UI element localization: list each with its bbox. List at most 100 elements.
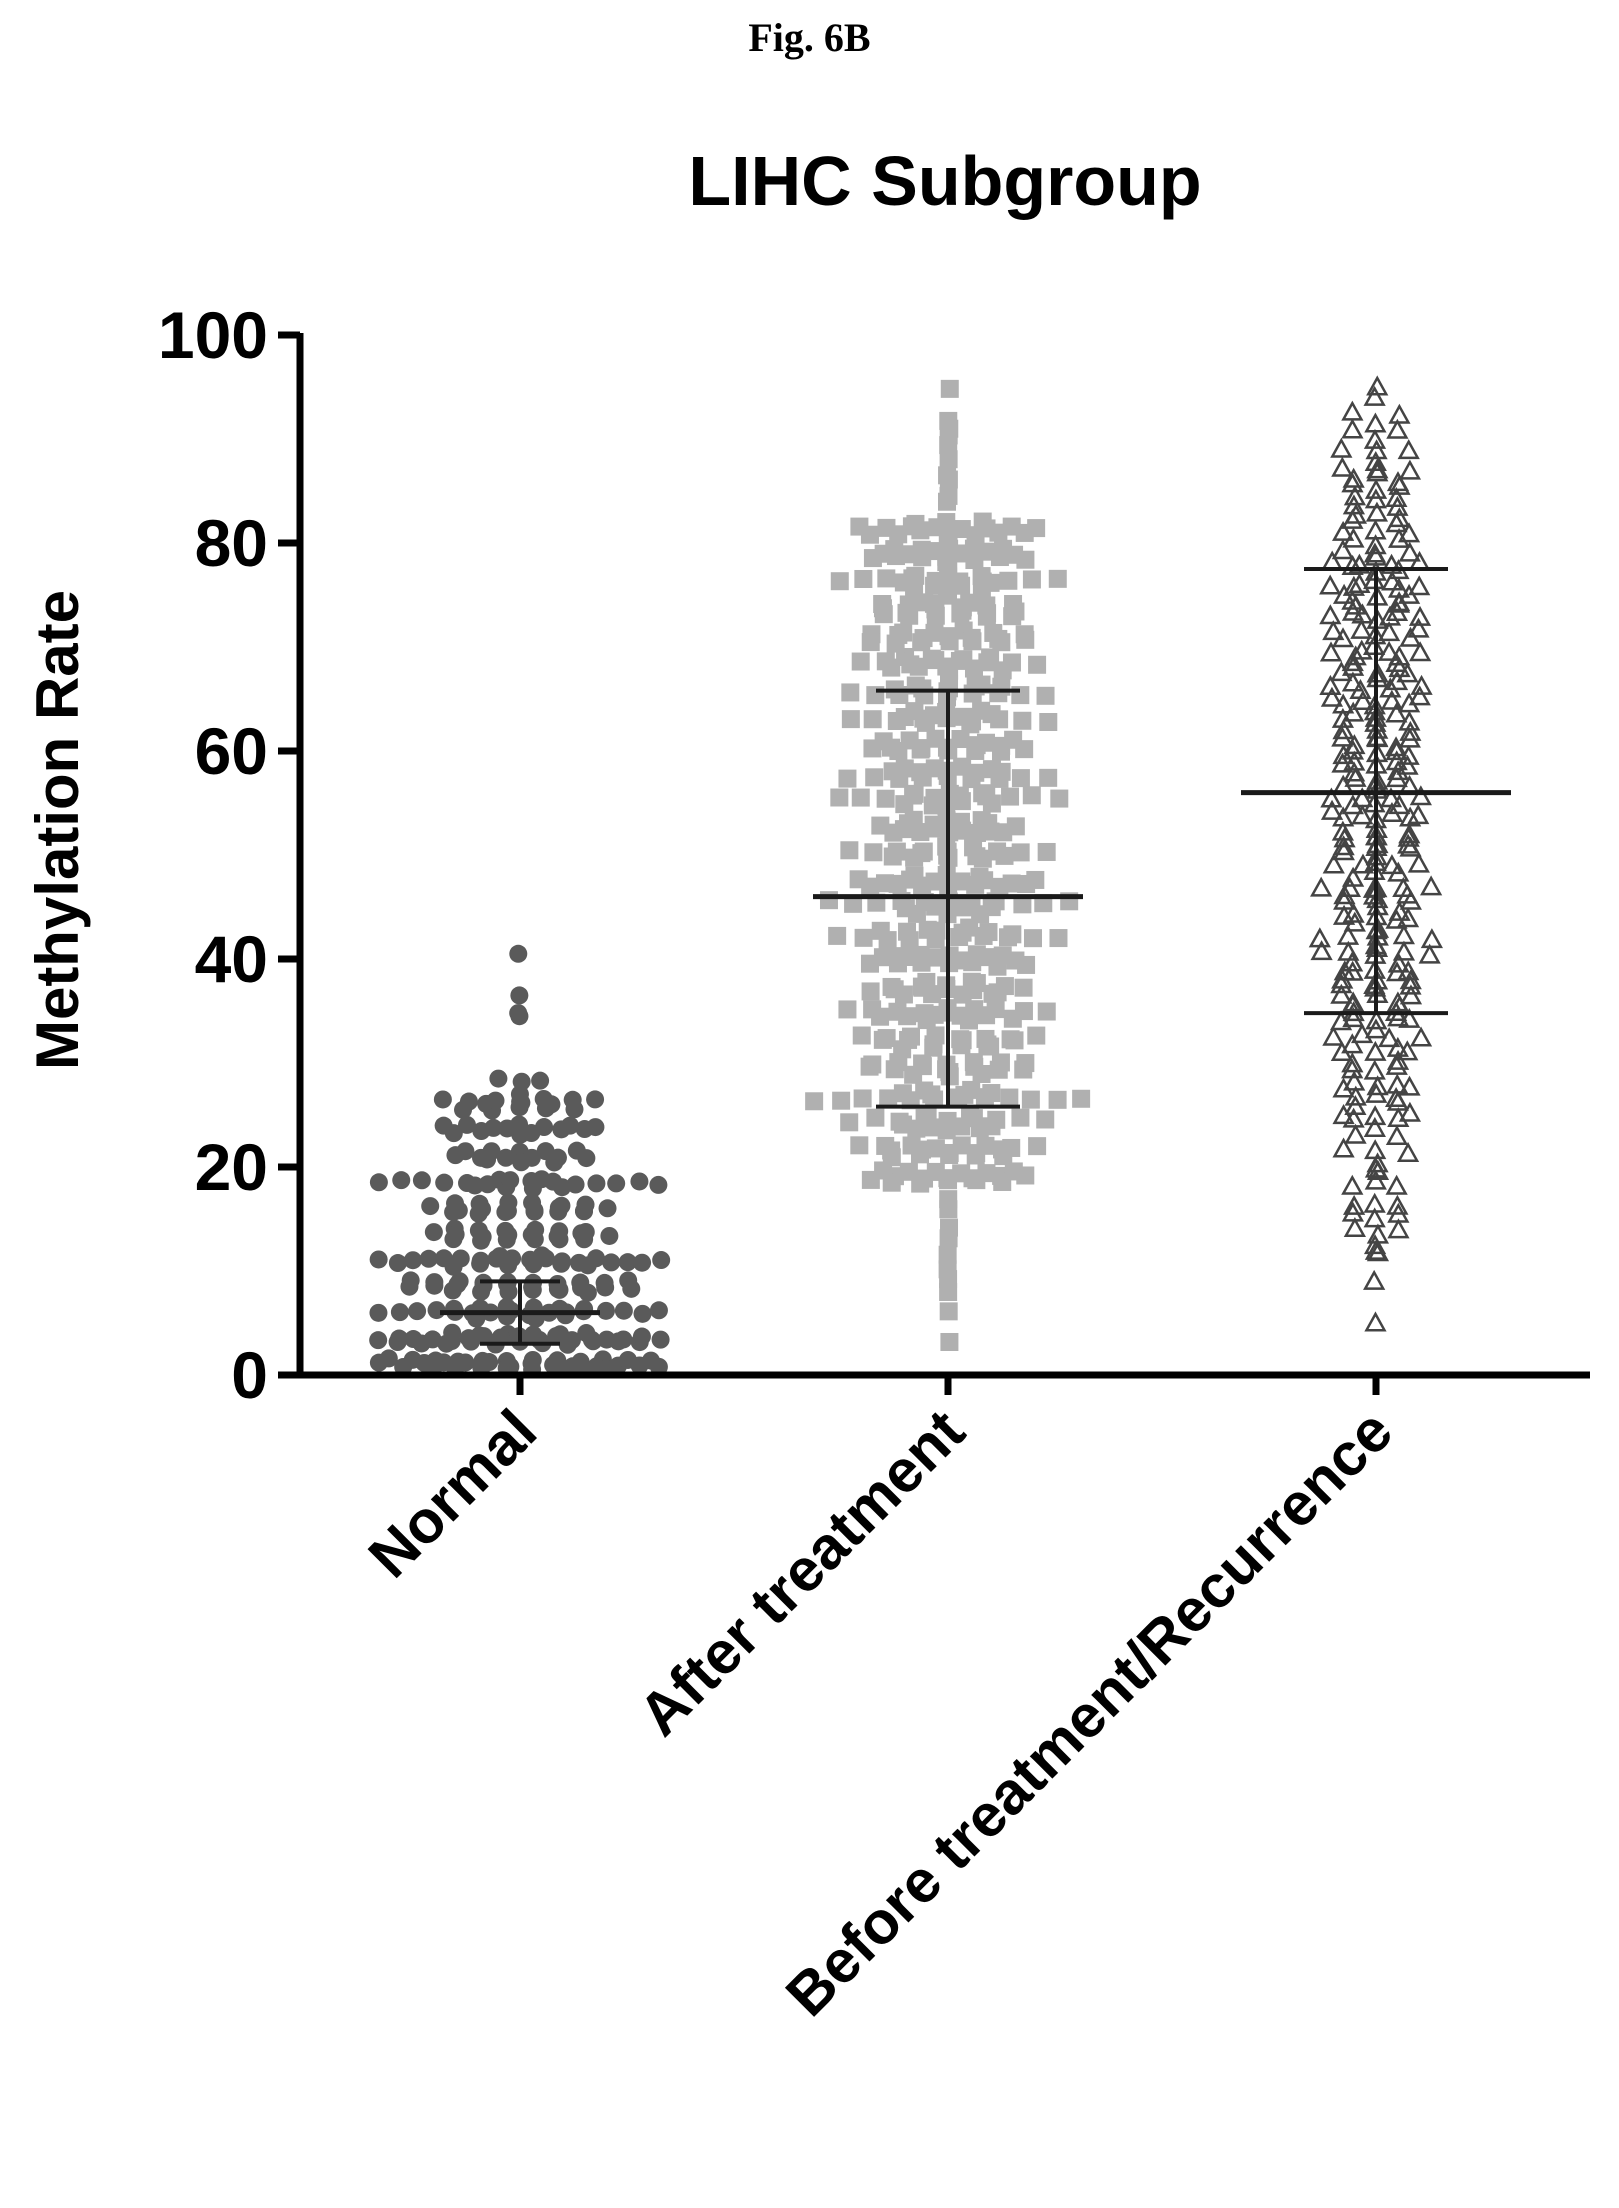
data-point [975,871,994,890]
data-point [1397,826,1420,847]
data-point [978,604,997,623]
data-point [978,653,997,672]
data-point [607,1174,626,1193]
data-point [1385,651,1408,673]
data-point [1341,1058,1364,1079]
data-point [1320,787,1343,808]
data-point [379,1349,398,1368]
data-point [471,1254,490,1273]
data-point [1319,641,1343,662]
data-point [524,1255,543,1274]
data-point [403,1251,422,1270]
data-point [1366,1075,1389,1096]
data-point [474,1276,493,1295]
data-point [963,632,982,651]
data-point [1363,428,1387,449]
mean-sd-bars [440,567,1511,1346]
data-point [1037,842,1056,861]
data-point [433,1090,452,1109]
data-point [989,684,1008,703]
data-point [472,1122,491,1141]
data-point [832,1091,851,1110]
data-point [1385,600,1409,621]
data-point [1021,1090,1040,1109]
data-point [1366,1223,1390,1244]
data-point [940,1332,959,1351]
data-point [990,548,1009,567]
data-point [1028,1137,1047,1156]
data-point [939,486,958,505]
data-point [1342,1107,1365,1128]
data-point [926,819,945,838]
data-point [1385,1174,1408,1195]
data-point [649,1301,668,1320]
data-point [1022,786,1041,805]
data-point [975,1088,994,1107]
data-point [622,1279,641,1298]
data-point [556,1306,575,1325]
data-point [838,1000,857,1019]
data-point [421,1197,440,1216]
data-point [1341,1201,1365,1222]
data-point [425,1276,444,1295]
data-point [1331,707,1355,728]
data-point [897,603,916,622]
data-point [861,633,880,652]
data-point [851,788,870,807]
data-point [1341,400,1364,421]
data-point [1342,902,1365,923]
data-point [1330,661,1353,682]
data-point [1341,418,1364,439]
data-point [1351,804,1374,825]
chart-title: LIHC Subgroup [688,142,1201,220]
data-point [1387,952,1410,973]
data-point [575,1299,594,1318]
data-point [1343,485,1367,506]
data-point [470,1194,489,1213]
data-point [1348,553,1371,574]
data-point [651,1330,670,1349]
data-point [1006,602,1025,621]
data-point [1049,929,1068,948]
data-point [1036,686,1055,705]
data-point [940,1218,959,1237]
data-point [927,921,946,940]
data-point [1387,1106,1410,1128]
data-point [926,1162,945,1181]
data-point [1363,1207,1386,1228]
data-point [548,1227,567,1246]
data-point [1363,1192,1386,1213]
data-point [1387,1006,1410,1027]
data-point [989,1060,1008,1079]
data-point [1341,794,1364,815]
data-point [1364,488,1388,509]
data-point [953,821,972,840]
data-point [412,1171,431,1190]
data-point [1016,550,1035,569]
data-point [1341,1052,1364,1073]
data-point [940,632,959,651]
data-point [1332,840,1355,861]
data-point [1028,655,1047,674]
data-point [1333,827,1356,848]
data-point [1385,486,1408,508]
data-point [444,1257,463,1276]
data-point [459,1329,478,1348]
x-tick-label: After treatment [626,1397,978,1749]
data-point [633,1253,652,1272]
figure-label: Fig. 6B [748,15,871,60]
data-point [1399,720,1422,741]
data-point [1002,874,1021,893]
y-tick-label: 40 [195,922,268,996]
data-point [1039,768,1058,787]
data-point [961,715,980,734]
data-point [951,730,970,749]
data-point [1351,689,1375,710]
data-point [499,1225,518,1244]
data-point [444,1124,463,1143]
data-point [1332,719,1355,740]
data-point [1072,1089,1091,1108]
data-point [940,661,959,680]
data-point [926,1026,945,1045]
data-point [871,921,890,940]
